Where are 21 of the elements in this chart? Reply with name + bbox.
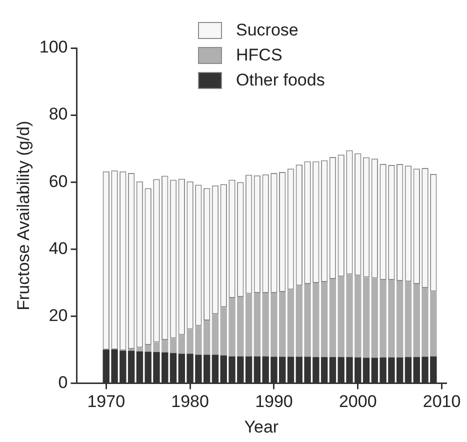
y-tick-label: 40 (48, 238, 68, 258)
y-tick-label: 60 (48, 172, 68, 191)
bar (404, 282, 412, 358)
x-tick-label: 2000 (338, 392, 377, 412)
y-axis-title: Fructose Availability (g/d) (14, 120, 33, 310)
bar (362, 277, 370, 358)
x-tick-label: 1990 (255, 392, 293, 412)
y-tick-label: 100 (39, 38, 68, 57)
x-tick-label: 1980 (171, 392, 209, 412)
x-axis-title: Year (244, 417, 279, 436)
y-tick-label: 20 (48, 306, 68, 325)
legend-label: Other foods (236, 70, 325, 90)
bar (212, 314, 219, 355)
y-tick-label: 80 (48, 104, 68, 124)
x-tick-label: 2010 (422, 392, 461, 412)
y-tick-label: 0 (58, 372, 68, 392)
bar (170, 338, 177, 354)
bar (287, 290, 294, 357)
x-tick-label: 1970 (87, 392, 126, 412)
legend-label: HFCS (236, 46, 282, 65)
legend-label: Sucrose (236, 20, 298, 40)
